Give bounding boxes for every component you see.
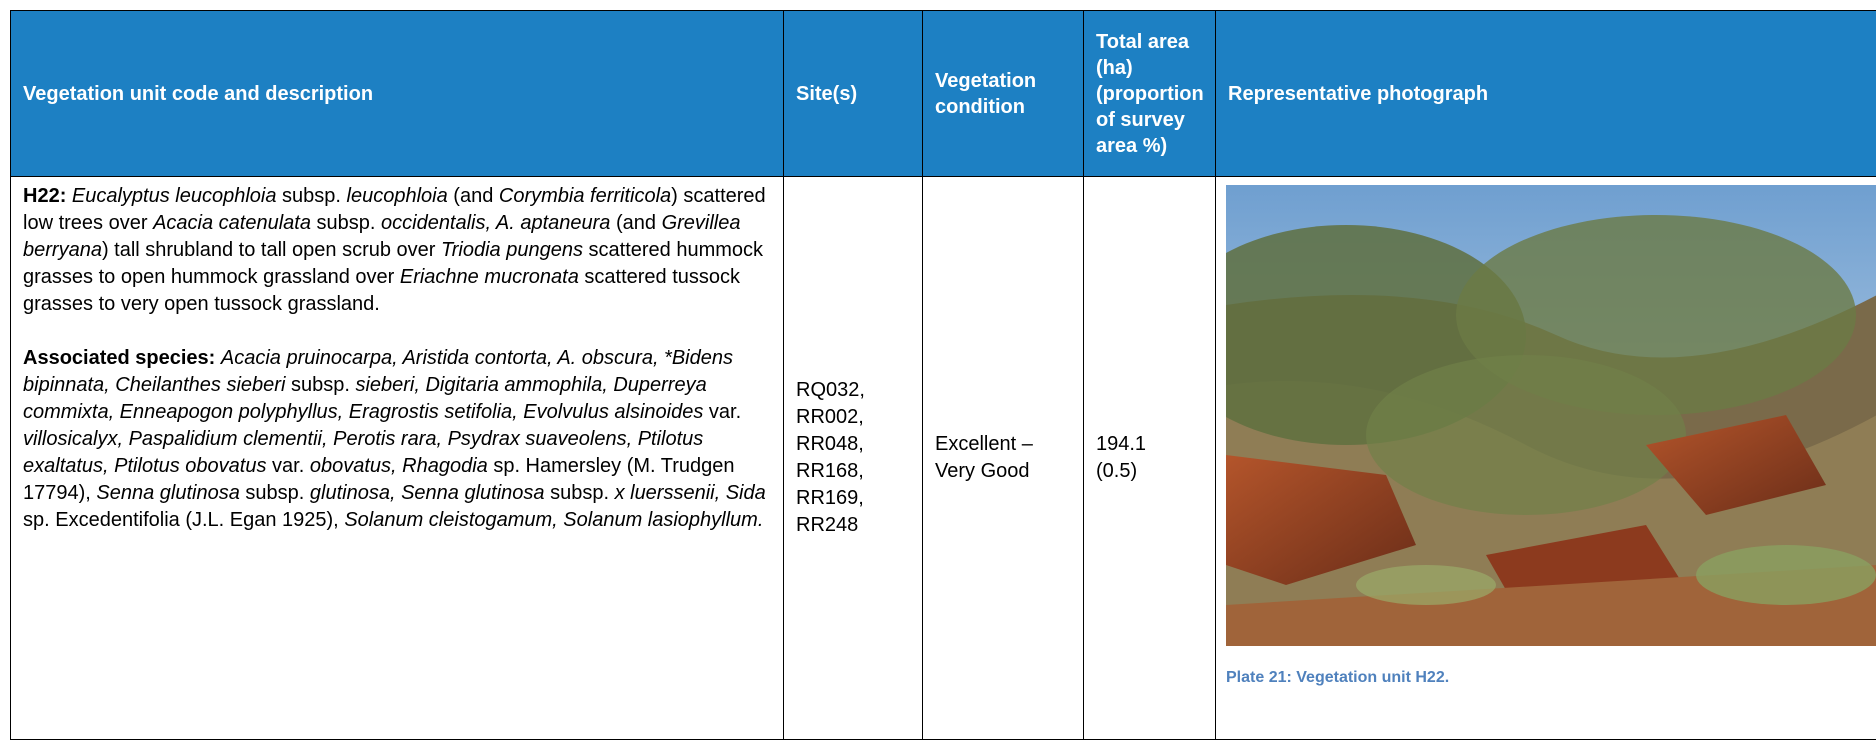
site-code: RR168, [796, 458, 910, 485]
site-code: RR169, [796, 485, 910, 512]
description-cell: H22: Eucalyptus leucophloia subsp. leuco… [11, 177, 784, 740]
header-cell: Site(s) [784, 11, 923, 177]
text-run: var. [703, 401, 741, 423]
text-run: x luerssenii, Sida [615, 482, 766, 504]
condition: Excellent – Very Good [935, 431, 1071, 485]
condition-cell: Excellent – Very Good [923, 177, 1084, 740]
photo-caption: Plate 21: Vegetation unit H22. [1226, 664, 1876, 691]
text-run: var. [266, 455, 309, 477]
proportion: (0.5) [1096, 458, 1203, 485]
text-run: Eucalyptus leucophloia [72, 185, 277, 207]
text-run: ) tall shrubland to tall open scrub over [102, 239, 441, 261]
site-code: RR248 [796, 512, 910, 539]
header-cell: Representative photograph [1216, 11, 1876, 177]
text-run: Corymbia ferriticola [499, 185, 671, 207]
text-run: (and [448, 185, 499, 207]
area-cell: 194.1(0.5) [1084, 177, 1216, 740]
text-run: occidentalis, A. aptaneura [381, 212, 610, 234]
text-run: subsp. [240, 482, 310, 504]
text-run: subsp. [311, 212, 381, 234]
page: Vegetation unit code and description Sit… [0, 0, 1876, 737]
text-run: Senna glutinosa [96, 482, 239, 504]
site-code: RQ032, [796, 377, 910, 404]
text-run: subsp. [285, 374, 355, 396]
description-paragraph: Associated species: Acacia pruinocarpa, … [23, 345, 771, 534]
sites-cell: RQ032,RR002,RR048,RR168,RR169,RR248 [784, 177, 923, 740]
header-row: Vegetation unit code and description Sit… [11, 11, 1876, 177]
text-run: subsp. [545, 482, 615, 504]
text-run: (and [610, 212, 661, 234]
text-run: H22: [23, 185, 72, 207]
text-run: glutinosa, Senna glutinosa [310, 482, 545, 504]
header-cell: Total area (ha) (proportion of survey ar… [1084, 11, 1216, 177]
header-cell: Vegetation condition [923, 11, 1084, 177]
area: 194.1 [1096, 431, 1203, 458]
text-run: Triodia pungens [441, 239, 583, 261]
text-run: subsp. [277, 185, 347, 207]
text-run: Acacia catenulata [153, 212, 311, 234]
description-paragraph: H22: Eucalyptus leucophloia subsp. leuco… [23, 183, 771, 318]
text-run: obovatus, Rhagodia [310, 455, 488, 477]
body-row: H22: Eucalyptus leucophloia subsp. leuco… [11, 177, 1876, 740]
site-code: RR048, [796, 431, 910, 458]
header-cell: Vegetation unit code and description [11, 11, 784, 177]
photograph [1226, 185, 1876, 646]
text-run: leucophloia [347, 185, 448, 207]
vegetation-table: Vegetation unit code and description Sit… [10, 10, 1876, 740]
text-run: Solanum cleistogamum, Solanum lasiophyll… [344, 509, 763, 531]
photo-cell: Plate 21: Vegetation unit H22. [1216, 177, 1876, 740]
text-run: Eriachne mucronata [400, 266, 579, 288]
text-run: Associated species: [23, 347, 221, 369]
text-run: sp. Excedentifolia (J.L. Egan 1925), [23, 509, 344, 531]
site-code: RR002, [796, 404, 910, 431]
